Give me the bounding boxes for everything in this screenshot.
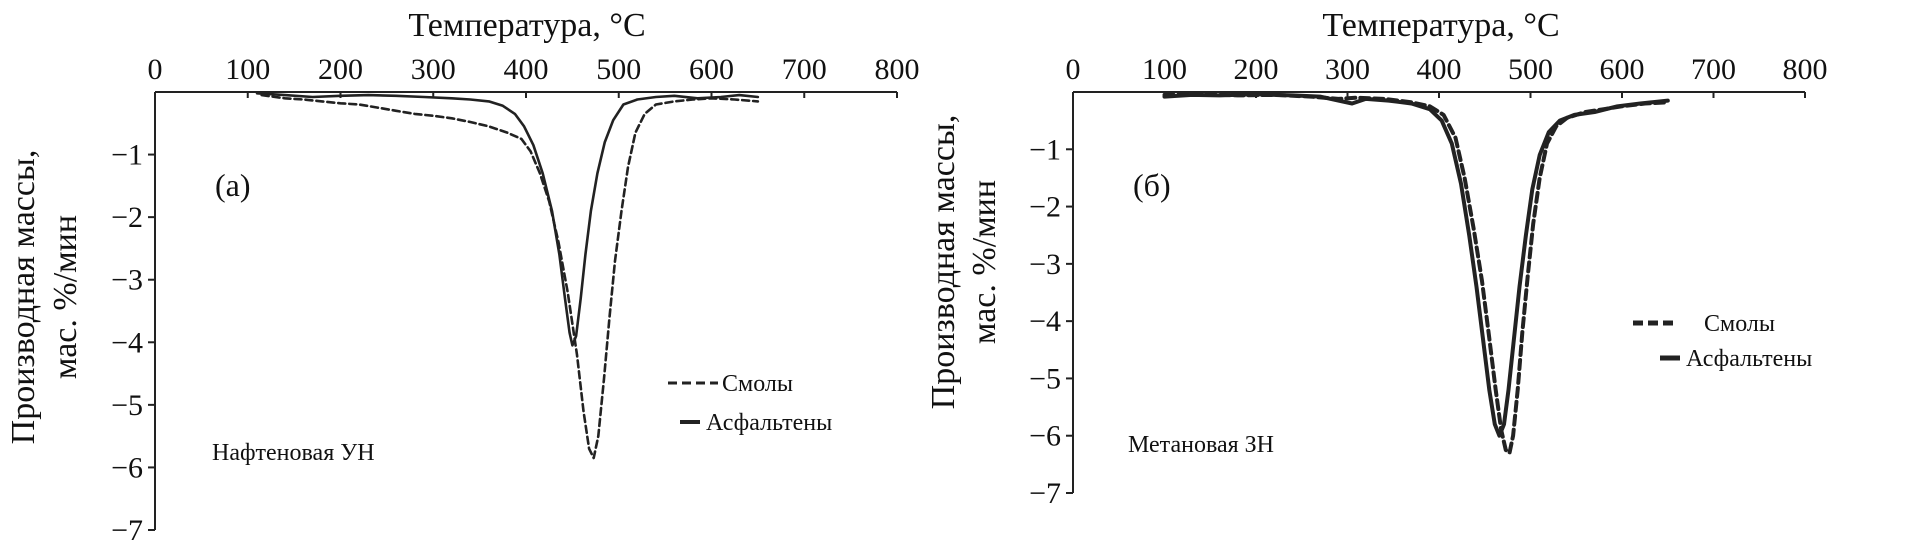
oil-type-label: Метановая ЗН [1128,432,1274,458]
y-tick-label: −2 [1029,191,1061,224]
series-line-asphaltenes [1162,92,1670,438]
y-axis-title-line1: Производная массы, [925,115,962,410]
y-axis: −1 −2 −3 −4 −5 −6 −7 [111,92,156,547]
y-tick-label: −5 [1029,362,1061,395]
y-tick-label: −1 [111,139,143,172]
y-axis-title-line2: мас. %/мин [47,215,84,379]
x-axis: 0 100 200 300 400 500 600 700 800 [148,53,920,98]
x-ticks: 0 100 200 300 400 500 600 700 800 [1066,53,1828,98]
x-tick-label: 400 [504,53,549,86]
oil-type-label: Нафтеновая УН [212,440,375,466]
x-tick-label: 500 [596,53,641,86]
x-tick-label: 100 [1142,53,1187,86]
y-tick-label: −6 [111,451,143,484]
legend-item-resins: Смолы [668,371,793,397]
x-tick-label: 200 [318,53,363,86]
x-tick-label: 800 [875,53,920,86]
legend: Смолы Асфальтены [668,371,832,436]
series-line-resins [260,93,760,460]
y-axis-title-line1: Производная массы, [5,150,42,445]
legend-label-asphaltenes: Асфальтены [1686,346,1812,372]
y-axis: −1 −2 −3 −4 −5 −6 −7 [1029,92,1074,510]
x-tick-label: 200 [1234,53,1279,86]
y-axis-title-line2: мас. %/мин [966,180,1003,344]
y-tick-label: −3 [1029,248,1061,281]
x-tick-label: 0 [148,53,163,86]
y-tick-label: −3 [111,264,143,297]
y-tick-label: −4 [1029,305,1061,338]
legend: Смолы Асфальтены [1633,311,1812,372]
y-tick-label: −4 [111,326,143,359]
x-ticks: 0 100 200 300 400 500 600 700 800 [148,53,920,98]
y-ticks: −1 −2 −3 −4 −5 −6 −7 [1029,133,1073,510]
legend-item-asphaltenes: Асфальтены [680,410,832,436]
x-axis-title: Температура, °С [1322,7,1559,44]
series-line-resins [1162,92,1670,455]
x-tick-label: 700 [782,53,827,86]
y-tick-label: −5 [111,389,143,422]
chart-panel-b: Температура, °С Производная массы, мас. … [925,7,1828,510]
y-tick-label: −6 [1029,420,1061,453]
y-tick-label: −2 [111,201,143,234]
y-tick-label: −1 [1029,133,1061,166]
x-tick-label: 300 [411,53,456,86]
x-tick-label: 100 [225,53,270,86]
panel-label: (а) [215,167,251,203]
y-tick-label: −7 [1029,477,1061,510]
legend-label-asphaltenes: Асфальтены [706,410,832,436]
y-ticks: −1 −2 −3 −4 −5 −6 −7 [111,139,155,547]
x-tick-label: 600 [689,53,734,86]
x-tick-label: 0 [1066,53,1081,86]
x-tick-label: 600 [1600,53,1645,86]
x-tick-label: 400 [1417,53,1462,86]
series-group [255,92,760,460]
chart-panel-a: Температура, °С Производная массы, мас. … [5,7,920,547]
x-tick-label: 500 [1508,53,1553,86]
legend-label-resins: Смолы [722,371,793,397]
x-tick-label: 300 [1325,53,1370,86]
legend-label-resins: Смолы [1704,311,1775,337]
series-group [1162,92,1670,455]
legend-item-asphaltenes: Асфальтены [1660,346,1812,372]
x-tick-label: 800 [1783,53,1828,86]
y-tick-label: −7 [111,514,143,547]
legend-item-resins: Смолы [1633,311,1775,337]
series-line-asphaltenes [255,92,760,347]
x-axis-title: Температура, °С [408,7,645,44]
x-tick-label: 700 [1691,53,1736,86]
panel-label: (б) [1133,167,1171,203]
x-axis: 0 100 200 300 400 500 600 700 800 [1066,53,1828,98]
